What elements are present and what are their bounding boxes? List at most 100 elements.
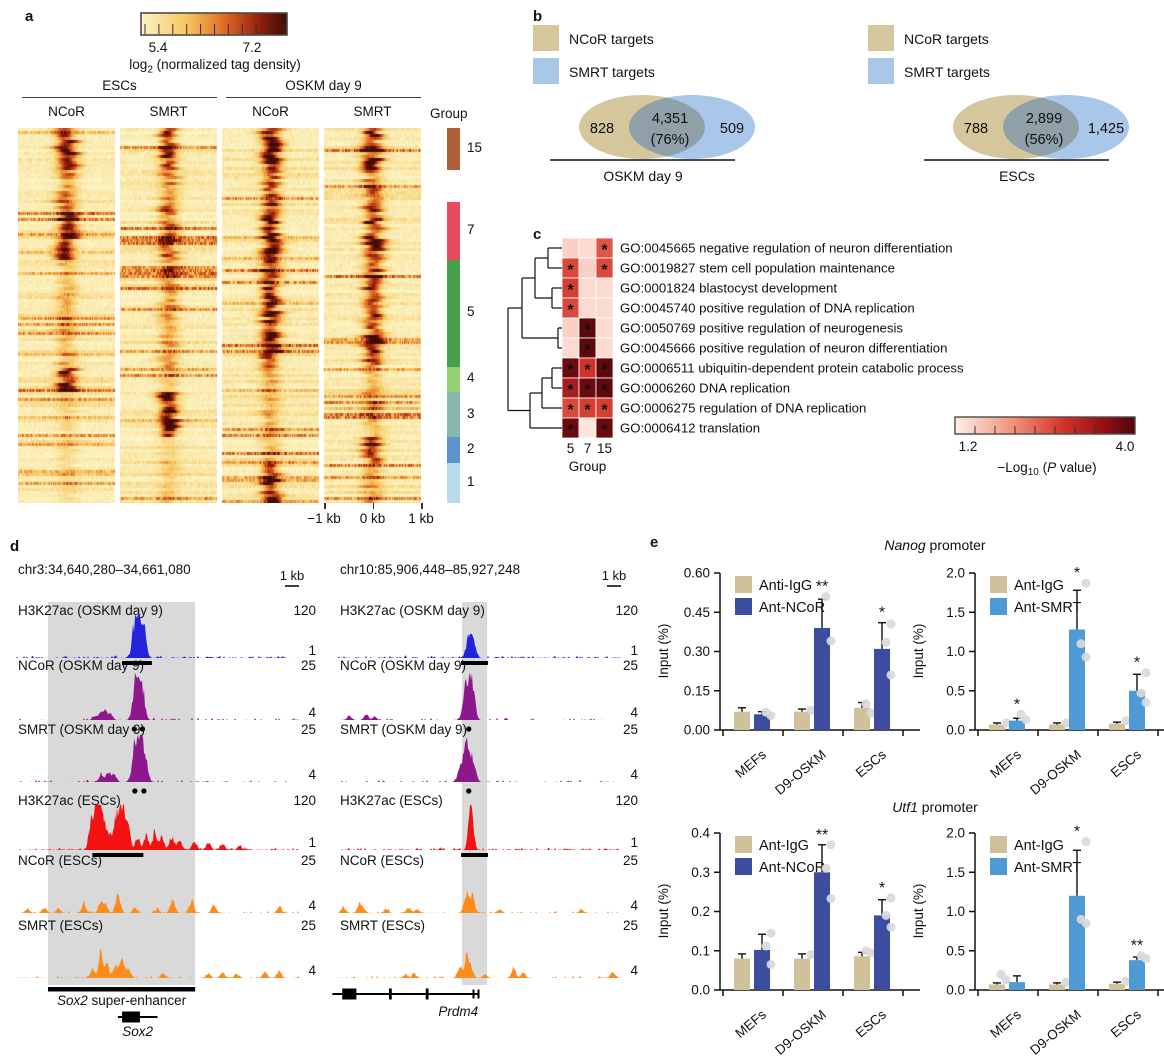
legend-label: Ant-IgG <box>1014 578 1064 594</box>
go-term-label: GO:0006412 translation <box>620 421 760 436</box>
bar <box>1049 984 1065 990</box>
go-star: * <box>601 262 608 279</box>
track-max-value: 120 <box>615 793 638 808</box>
y-tick-label: 0.0 <box>946 723 965 738</box>
panel-b-label: b <box>533 8 543 25</box>
peak-dot <box>131 726 137 732</box>
venn-left-count: 788 <box>964 121 988 137</box>
track-label: SMRT (ESCs) <box>18 918 103 933</box>
data-point <box>996 969 1006 979</box>
venn-overlap-percent: (56%) <box>1025 132 1064 148</box>
track-max-value: 25 <box>623 658 638 673</box>
bar <box>794 711 810 730</box>
data-point <box>1061 718 1071 728</box>
go-term-label: GO:0019827 stem cell population maintena… <box>620 261 895 276</box>
track-max-value: 25 <box>301 853 316 868</box>
legend-swatch <box>735 858 752 875</box>
venn-overlap <box>629 95 705 159</box>
bar <box>734 958 750 990</box>
track-min-value: 1 <box>630 643 638 658</box>
legend-ncor-swatch <box>868 25 894 51</box>
track-max-value: 120 <box>293 793 316 808</box>
genome-tracks-prdm4: chr10:85,906,448–85,927,248 1 kb H3K27ac (… <box>332 562 638 1019</box>
data-point <box>1061 977 1071 987</box>
go-cell <box>578 237 597 259</box>
tspan: −Log <box>997 460 1027 475</box>
significance-stars: * <box>1134 655 1140 672</box>
caption-sub: 2 <box>147 64 153 76</box>
gene-exon <box>388 988 392 1000</box>
track-max-value: 25 <box>623 918 638 933</box>
venn-overlap-count: 4,351 <box>652 111 688 127</box>
tspan: value) <box>1056 460 1097 475</box>
density-colorbar-svg <box>140 12 288 36</box>
go-term-label: GO:0006260 DNA replication <box>620 381 790 396</box>
track-label: H3K27ac (ESCs) <box>340 793 443 808</box>
bar <box>814 627 830 730</box>
track-min-value: 4 <box>630 705 638 720</box>
category-label: MEFs <box>732 747 769 781</box>
group-number: 5 <box>467 304 475 320</box>
legend-label: Ant-SMRT <box>1014 600 1082 616</box>
legend-label: Ant-IgG <box>759 838 809 854</box>
y-tick-label: 0.0 <box>946 983 965 998</box>
category-label: D9-OSKM <box>772 1007 829 1058</box>
legend-swatch <box>735 576 752 593</box>
nanog-promoter-title: Nanog promoter <box>805 537 1065 553</box>
condition-header-oskm: OSKM day 9 <box>285 78 362 93</box>
venn-panel-svg: NCoR targets SMRT targets 828 4,351 (76%) 509… <box>533 25 1129 184</box>
group-number: 4 <box>467 370 475 386</box>
gene-exon <box>425 988 429 1000</box>
data-point <box>1121 716 1131 726</box>
track-label: SMRT (ESCs) <box>340 918 425 933</box>
go-star: * <box>601 362 608 379</box>
group-number: 15 <box>467 140 483 155</box>
track-label: H3K27ac (ESCs) <box>18 793 121 808</box>
track-min-value: 4 <box>308 705 316 720</box>
venn-overlap <box>1003 95 1079 159</box>
data-point <box>826 840 836 850</box>
venn-overlap-count: 2,899 <box>1026 111 1062 127</box>
go-term-label: GO:0045666 positive regulation of neuron… <box>620 341 947 356</box>
peak-dot <box>141 788 147 794</box>
legend-label: Ant-NCoR <box>759 860 825 876</box>
track-label: NCoR (OSKM day 9) <box>340 658 466 673</box>
column-header-smrt-1: SMRT <box>149 104 188 119</box>
go-cell <box>595 277 614 299</box>
track-min-value: 1 <box>308 643 316 658</box>
y-tick-label: 0.4 <box>691 826 710 841</box>
go-cell <box>561 317 580 339</box>
y-tick-label: 1.5 <box>946 605 965 620</box>
bar <box>754 949 770 990</box>
column-header-ncor-1: NCoR <box>48 104 85 119</box>
density-colorbar-max: 7.2 <box>242 40 262 55</box>
track-max-value: 25 <box>301 722 316 737</box>
peak-dot <box>466 726 472 732</box>
track-max-value: 120 <box>293 603 316 618</box>
panel-c-label: c <box>533 226 542 243</box>
bar <box>794 958 810 990</box>
bar <box>1069 629 1085 730</box>
track-label: H3K27ac (OSKM day 9) <box>18 603 163 618</box>
y-tick-label: 0.2 <box>691 904 710 919</box>
peak-bar <box>461 853 488 857</box>
data-point <box>881 637 891 647</box>
track-label: NCoR (ESCs) <box>340 853 424 868</box>
category-label: ESCs <box>1108 1007 1144 1041</box>
legend-label: Anti-IgG <box>759 578 812 594</box>
heatmap-x-tick <box>324 503 326 509</box>
go-cell <box>595 317 614 339</box>
data-point <box>1076 914 1086 924</box>
panel-e-label: e <box>650 534 659 551</box>
go-cell <box>561 237 580 259</box>
tspan: ( <box>1039 460 1048 475</box>
go-star: * <box>567 302 574 319</box>
data-point <box>1076 639 1086 649</box>
legend-swatch <box>990 598 1007 615</box>
go-cell <box>578 277 597 299</box>
significance-stars: ** <box>1131 937 1143 954</box>
group-col-label: 7 <box>584 441 592 456</box>
data-point <box>881 910 891 920</box>
track-max-value: 25 <box>301 658 316 673</box>
